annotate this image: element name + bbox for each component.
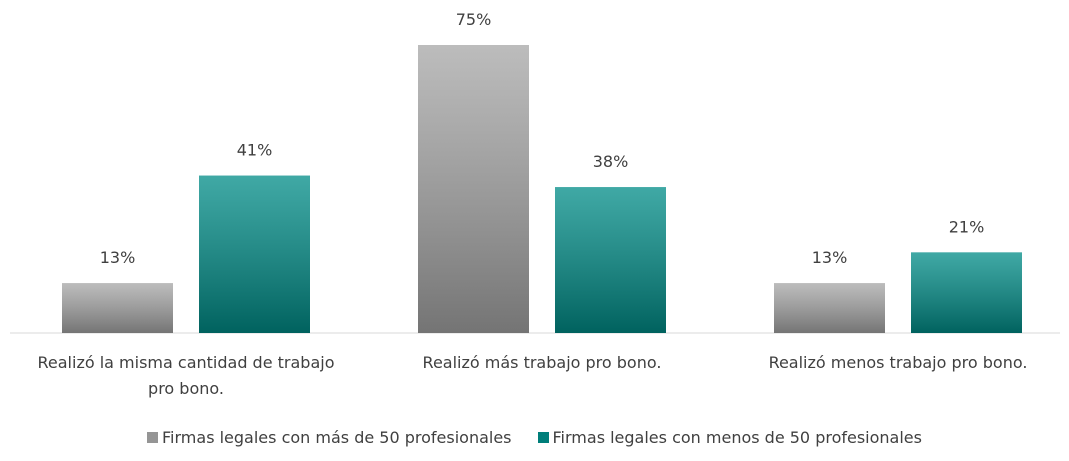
bar-shade [418,45,529,333]
value-label: 41% [237,141,273,160]
legend-swatch [537,432,549,443]
legend-label: Firmas legales con menos de 50 profesion… [552,428,922,447]
x-tick-label: Realizó menos trabajo pro bono. [768,353,1028,372]
x-tick-label: Realizó más trabajo pro bono. [422,353,662,372]
legend: Firmas legales con más de 50 profesional… [0,428,1069,447]
value-label: 38% [593,152,629,171]
value-label: 13% [100,248,136,267]
bar-shade [199,175,310,333]
legend-label: Firmas legales con más de 50 profesional… [162,428,512,447]
bar-shade [774,283,885,333]
value-label: 21% [949,217,985,236]
bar-shade [62,283,173,333]
bar-shade [911,252,1022,333]
legend-swatch [147,432,159,443]
bar-shade [555,187,666,333]
legend-item: Firmas legales con menos de 50 profesion… [537,428,922,447]
x-tick-label: Realizó la misma cantidad de trabajo pro… [37,353,335,398]
plot: 13% 41% 75% 38% 13% 21% [10,10,1060,334]
legend-item: Firmas legales con más de 50 profesional… [147,428,512,447]
value-label: 13% [812,248,848,267]
value-label: 75% [456,10,492,29]
